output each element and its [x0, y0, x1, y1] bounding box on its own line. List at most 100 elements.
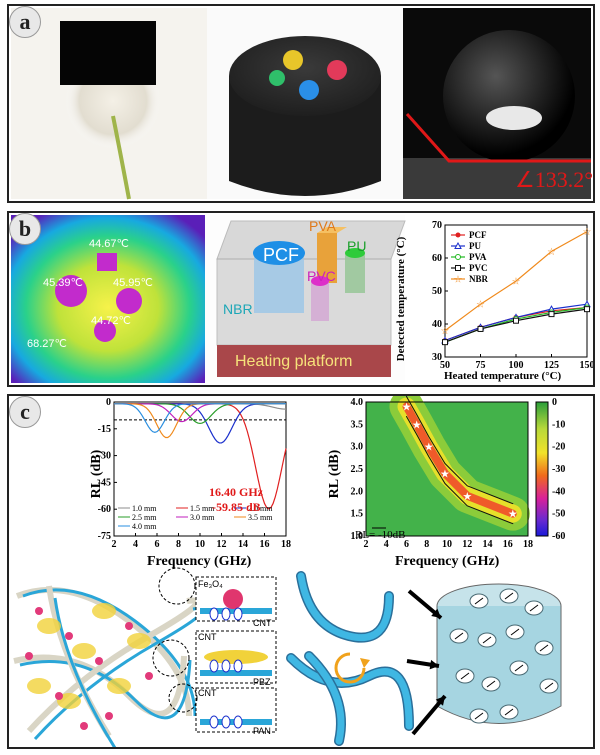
label-pcf: PCF	[263, 245, 299, 265]
chart-c1-ytick-label: -30	[98, 451, 111, 462]
chart-b-ytick-label: 70	[432, 220, 442, 231]
chart-c1-xtick-label: 14	[238, 539, 248, 550]
heatmap-colorbar	[535, 401, 549, 537]
dipole-marker	[209, 715, 219, 729]
fe3o4-particle	[145, 672, 153, 680]
chart-c1-xtick-label: 12	[217, 539, 227, 550]
porous-cylinder-body	[436, 606, 562, 724]
label-cnt-2: CNT	[198, 632, 217, 642]
colorbar-tick-label: -50	[552, 509, 565, 520]
heatmap-optimum-star: ★	[412, 419, 422, 431]
chart-b-xtick-label: 50	[440, 360, 450, 371]
chart-c2-xtick-label: 12	[462, 539, 472, 550]
chart-c1-xtick-label: 4	[133, 539, 138, 550]
chart-b-legend-label: PVC	[469, 263, 488, 273]
cnt-tube	[297, 572, 393, 641]
chart-c1-ytick-label: 0	[106, 397, 111, 408]
pbz-blob	[37, 618, 61, 634]
chart-b-point: ☆	[454, 275, 463, 286]
scatter-arrow	[474, 597, 484, 605]
chart-b-series-nbr: ☆ ☆ ☆ ☆ ☆	[441, 227, 592, 337]
chart-b-series-pva	[442, 304, 590, 346]
fe3o4-particle	[55, 692, 63, 700]
red-droplet	[327, 60, 347, 80]
scatter-arrow	[539, 644, 549, 652]
chart-c2-ytick-label: 1.0	[351, 531, 364, 542]
chart-b-point	[442, 339, 448, 346]
chart-c1-ytick-label: -45	[98, 477, 111, 488]
panel-label-c: c	[9, 396, 41, 428]
panel-label-a: a	[9, 6, 41, 38]
panel-b-images	[11, 215, 406, 383]
chart-b-point	[584, 306, 590, 313]
pbz-blob	[72, 643, 96, 659]
chart-b-ytick-label: 50	[432, 286, 442, 297]
fe3o4-particle	[125, 622, 133, 630]
rl-legend-label: 4.0 mm	[132, 522, 157, 531]
incident-wave-arrowhead	[431, 608, 441, 618]
contact-angle-lines	[405, 113, 591, 163]
chart-c2-xtick-label: 2	[364, 539, 369, 550]
chart-b-ytick-label: 60	[432, 253, 442, 264]
heating-platform	[217, 345, 391, 377]
chart-b-xtick-label: 100	[509, 360, 524, 371]
fe3o4-particle	[105, 712, 113, 720]
blue-droplet	[299, 80, 319, 100]
zoom-circle	[158, 567, 196, 605]
scatter-arrow	[482, 636, 492, 644]
label-nbr: NBR	[223, 301, 253, 317]
label-cnt-1: CNT	[253, 618, 272, 628]
colorbar-tick-label: -20	[552, 442, 565, 453]
heatmap-contour-upper	[406, 396, 514, 505]
contact-angle-value: ∠133.2°	[515, 167, 594, 192]
label-pu: PU	[347, 238, 367, 254]
temperature-line-chart: 50 75 100 125 1503040506070PCFPUPVAPVC☆☆☆☆☆☆…	[432, 220, 594, 371]
dipole-marker	[221, 659, 231, 673]
rl-legend-label: 2.0 mm	[248, 504, 273, 513]
chart-c2-ytick-label: 4.0	[351, 397, 364, 408]
chart-b-point	[548, 311, 555, 318]
chart-c1-xtick-label: 6	[155, 539, 160, 550]
scatter-arrow	[454, 632, 464, 640]
cnt-tube	[287, 654, 413, 730]
cnt-tube-outline	[286, 653, 414, 731]
chart-b-ytick-label: 30	[432, 352, 442, 363]
scatter-arrow	[529, 604, 539, 612]
panel-label-b: b	[9, 213, 41, 245]
chart-c2-xtick-label: 8	[424, 539, 429, 550]
chart-c1-frame	[113, 401, 287, 537]
chart-b-point: ☆	[441, 326, 450, 337]
cnt-tube	[305, 652, 345, 745]
chart-b-point: ☆	[476, 300, 485, 311]
heatmap-optimum-star: ★	[462, 491, 472, 503]
chart-c1-xtick-label: 10	[195, 539, 205, 550]
chart-b-point	[513, 317, 519, 324]
chart-b-xtick-label: 150	[580, 360, 594, 371]
fe3o4-particle	[80, 722, 88, 730]
cnt-fiber	[19, 659, 192, 720]
chart-b-legend-label: PVA	[469, 252, 487, 262]
chart-c2-xtick-label: 10	[442, 539, 452, 550]
colorbar-tick-label: -10	[552, 419, 565, 430]
contour-legend: RL= -10dB	[355, 529, 406, 541]
chart-b-ytick-label: 40	[432, 319, 442, 330]
chart-c1-ytick-label: -75	[98, 531, 111, 542]
pvc-cylinder	[311, 276, 329, 286]
chart-c2-ytick-label: 3.5	[351, 419, 364, 430]
rl-legend-label: 3.5 mm	[248, 513, 273, 522]
rl-peak-freq: 16.40 GHz	[209, 485, 263, 499]
fe3o4-particle	[25, 652, 33, 660]
chart-c1-xtick-label: 16	[260, 539, 270, 550]
chart-c1-xtick-label: 2	[112, 539, 117, 550]
dipole-marker	[221, 607, 231, 621]
green-droplet	[269, 70, 285, 86]
pbz-blob	[57, 693, 81, 709]
chart-b-point	[455, 232, 461, 238]
dipole-marker	[233, 659, 243, 673]
label-pva: PVA	[309, 218, 336, 234]
pbz-blob	[92, 603, 116, 619]
label-pvc: PVC	[307, 268, 336, 284]
panel-b: b 44.67℃ 45.39℃ 45.95℃ 44.72℃ 68.2	[7, 211, 595, 387]
chart-b-line	[444, 231, 588, 332]
thermal-temp-3: 45.95℃	[113, 277, 153, 289]
